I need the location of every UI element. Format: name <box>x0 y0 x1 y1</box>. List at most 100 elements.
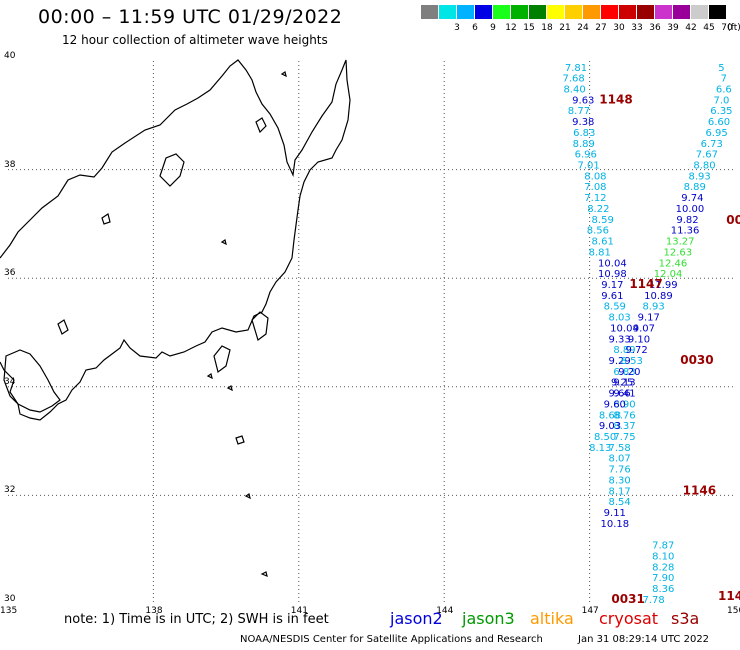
wave-height-value: 7.76 <box>609 465 631 476</box>
legend-swatch <box>493 5 510 19</box>
wave-height-value: 7.67 <box>696 150 718 161</box>
footnote: note: 1) Time is in UTC; 2) SWH is in fe… <box>64 612 329 627</box>
wave-height-value: 8.61 <box>592 237 614 248</box>
legend-swatch <box>619 5 636 19</box>
wave-height-value: 6.96 <box>575 150 597 161</box>
wave-height-value: 9.82 <box>676 215 698 226</box>
pass-time-label: 0031 <box>611 592 644 606</box>
wave-height-value: 8.56 <box>587 226 609 237</box>
wave-height-value: 9.25 <box>611 378 633 389</box>
lat-tick-label: 40 <box>4 51 16 61</box>
wave-height-value: 9.74 <box>681 193 703 204</box>
small-island-4 <box>226 385 233 392</box>
wave-height-value: 12.46 <box>659 258 688 269</box>
wave-height-value: 9.13 <box>613 378 635 389</box>
wave-height-value: 10.18 <box>600 519 629 530</box>
footer-timestamp: Jan 31 08:29:14 UTC 2022 <box>578 634 710 645</box>
legend-unit: (ft) <box>727 23 740 33</box>
wave-height-value: 10.00 <box>676 204 705 215</box>
wave-height-value: 8.40 <box>563 84 585 95</box>
honshu-coastline <box>0 59 351 421</box>
wave-height-value: 7.81 <box>565 63 587 74</box>
wave-height-value: 10.98 <box>598 269 627 280</box>
small-island-2 <box>220 239 227 246</box>
map-title: 00:00 – 11:59 UTC 01/29/2022 <box>38 6 343 28</box>
wave-height-value: 7.87 <box>652 541 674 552</box>
wave-height-value: 8.89 <box>613 345 635 356</box>
legend-swatch <box>637 5 654 19</box>
legend-swatch <box>457 5 474 19</box>
legend-swatch <box>475 5 492 19</box>
legend-swatch <box>673 5 690 19</box>
pass-time-label: 00 <box>726 213 740 227</box>
wave-height-value: 7.01 <box>577 161 599 172</box>
legend-swatch <box>601 5 618 19</box>
legend-label: 30 <box>613 23 625 33</box>
wave-height-value: 9.38 <box>572 117 594 128</box>
lon-tick-label: 135 <box>0 606 18 616</box>
wave-height-value: 8.90 <box>613 399 635 410</box>
wave-height-value: 6.83 <box>573 128 595 139</box>
wave-height-value: 8.08 <box>584 171 606 182</box>
wave-height-value: 8.93 <box>688 171 710 182</box>
wave-height-value: 9.66 <box>609 389 631 400</box>
wave-height-value: 10.04 <box>598 258 627 269</box>
small-island-6 <box>260 571 268 577</box>
legend-label: 45 <box>703 23 715 33</box>
wave-height-value: 12.04 <box>654 269 683 280</box>
satellite-label-cryosat: cryosat <box>599 609 659 628</box>
wave-height-value: 8.28 <box>652 562 674 573</box>
legend-label: 3 <box>454 23 460 33</box>
pass-time-label: 1147 <box>629 277 662 291</box>
legend-swatch <box>511 5 528 19</box>
wave-height-value: 8.59 <box>604 302 626 313</box>
legend-swatch <box>439 5 456 19</box>
wave-height-value: 8.50 <box>594 432 616 443</box>
wave-height-value: 8.37 <box>613 421 635 432</box>
pass-time-label: 0030 <box>680 353 713 367</box>
wave-height-value: 8.13 <box>589 443 611 454</box>
wave-height-value: 11.99 <box>649 280 678 291</box>
wave-height-value: 8.77 <box>568 106 590 117</box>
wave-height-value: 9.33 <box>609 334 631 345</box>
lat-tick-label: 34 <box>4 376 16 387</box>
wave-height-value: 13.27 <box>666 237 695 248</box>
small-island-3 <box>235 435 245 445</box>
legend-swatch <box>655 5 672 19</box>
wave-height-value: 7.58 <box>609 443 631 454</box>
legend-label: 12 <box>505 23 517 33</box>
pass-time-label: 1145 <box>718 589 740 603</box>
legend-swatch <box>547 5 564 19</box>
wave-height-value: 5 <box>718 63 724 74</box>
legend-label: 39 <box>667 23 679 33</box>
wave-height-value: 9.11 <box>604 508 626 519</box>
wave-height-value: 7.08 <box>584 182 606 193</box>
legend-swatch <box>709 5 726 19</box>
pass-time-label: 1148 <box>599 92 632 106</box>
legend-swatch <box>691 5 708 19</box>
legend-label: 42 <box>685 23 697 33</box>
legend-label: 9 <box>490 23 496 33</box>
legend-swatch <box>421 5 438 19</box>
wave-height-value: 6.35 <box>710 106 732 117</box>
legend-label: 15 <box>523 23 535 33</box>
oki-island <box>101 213 111 225</box>
wave-height-value: 7.12 <box>584 193 606 204</box>
coastline <box>0 59 351 577</box>
pass-time-labels: 1148 00 1147 0030 1146 0031 1145 <box>599 92 740 606</box>
wave-height-value: 8.93 <box>642 302 664 313</box>
wave-height-value: 8.80 <box>693 161 715 172</box>
satellite-label-jason2: jason2 <box>390 609 443 628</box>
wave-height-value: 8.17 <box>609 486 631 497</box>
wave-height-value: 9.72 <box>625 345 647 356</box>
wave-height-value: 6.83 <box>613 367 635 378</box>
wave-height-value: 9.61 <box>601 291 623 302</box>
wave-height-value: 9.17 <box>638 313 660 324</box>
boso-peninsula <box>251 311 269 341</box>
lat-lon-grid <box>8 61 735 604</box>
legend-swatch <box>583 5 600 19</box>
lon-tick-label: 141 <box>290 606 308 616</box>
wave-height-value: 9.20 <box>618 367 640 378</box>
wave-height-value: 8.53 <box>621 356 643 367</box>
